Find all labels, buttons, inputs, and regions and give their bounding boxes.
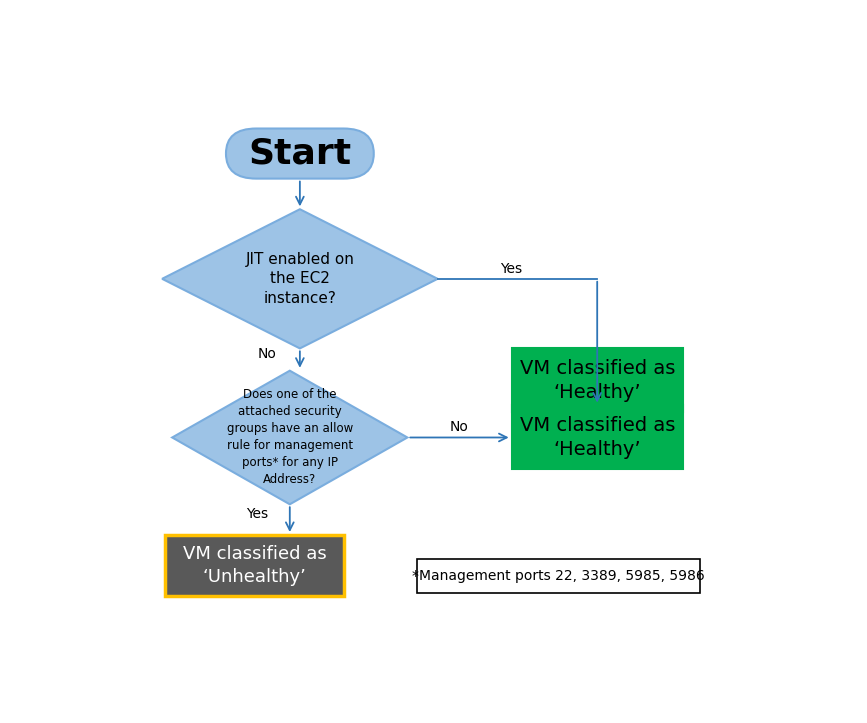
Text: Yes: Yes bbox=[246, 507, 268, 521]
Text: Does one of the
attached security
groups have an allow
rule for management
ports: Does one of the attached security groups… bbox=[226, 388, 353, 487]
Text: Yes: Yes bbox=[499, 262, 522, 275]
FancyBboxPatch shape bbox=[512, 348, 683, 412]
FancyBboxPatch shape bbox=[166, 535, 343, 596]
Text: VM classified as
‘Unhealthy’: VM classified as ‘Unhealthy’ bbox=[183, 545, 326, 586]
FancyBboxPatch shape bbox=[512, 406, 683, 469]
Polygon shape bbox=[162, 209, 438, 348]
Text: VM classified as
‘Healthy’: VM classified as ‘Healthy’ bbox=[519, 359, 675, 402]
Text: No: No bbox=[257, 347, 277, 361]
Polygon shape bbox=[173, 371, 407, 505]
FancyBboxPatch shape bbox=[226, 129, 374, 179]
Text: VM classified as
‘Healthy’: VM classified as ‘Healthy’ bbox=[519, 416, 675, 458]
Text: JIT enabled on
the EC2
instance?: JIT enabled on the EC2 instance? bbox=[245, 252, 355, 306]
FancyBboxPatch shape bbox=[418, 559, 700, 594]
Text: No: No bbox=[450, 421, 469, 435]
Text: *Management ports 22, 3389, 5985, 5986: *Management ports 22, 3389, 5985, 5986 bbox=[412, 569, 705, 583]
Text: Start: Start bbox=[248, 137, 351, 171]
